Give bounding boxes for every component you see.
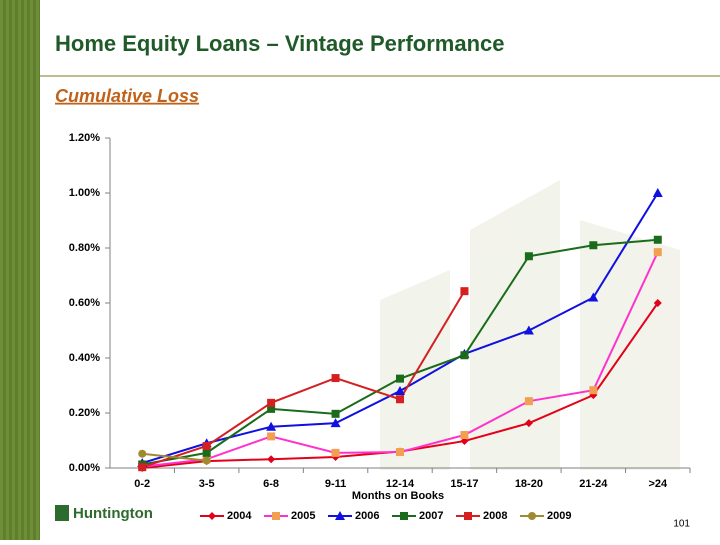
marker	[464, 512, 472, 520]
marker	[396, 448, 404, 457]
x-tick-label: 15-17	[450, 478, 478, 490]
marker	[138, 463, 147, 472]
marker	[653, 235, 662, 244]
marker	[523, 325, 534, 335]
marker	[202, 456, 211, 465]
marker	[400, 512, 408, 520]
marker	[588, 292, 599, 302]
marker	[524, 252, 533, 261]
marker	[395, 386, 405, 395]
y-tick-label: 0.60%	[69, 297, 100, 309]
x-tick-label: 9-11	[325, 478, 346, 490]
series-line	[142, 452, 207, 462]
x-tick-label: 12-14	[386, 478, 415, 490]
marker	[202, 442, 211, 450]
page-number: 101	[673, 519, 690, 530]
marker	[524, 397, 533, 406]
y-tick-label: 0.20%	[69, 407, 100, 419]
side-stripe	[0, 0, 40, 540]
marker	[208, 512, 216, 520]
marker	[653, 248, 662, 257]
x-axis-label: Months on Books	[352, 490, 444, 502]
marker	[653, 299, 662, 307]
marker	[335, 511, 345, 520]
x-tick-label: 18-20	[515, 478, 543, 490]
y-tick-label: 0.80%	[69, 242, 100, 254]
y-tick-label: 0.00%	[69, 462, 100, 474]
x-tick-label: 0-2	[134, 478, 150, 490]
logo-text: Huntington	[73, 505, 153, 522]
legend-label: 2008	[483, 510, 507, 522]
y-tick-label: 1.20%	[69, 132, 100, 144]
series-line	[141, 290, 466, 469]
marker	[331, 374, 340, 383]
legend-label: 2007	[419, 510, 443, 522]
legend-label: 2005	[291, 510, 315, 522]
marker	[266, 421, 277, 431]
x-tick-label: 3-5	[199, 478, 215, 490]
marker	[267, 432, 276, 441]
logo: Huntington	[55, 505, 153, 522]
marker	[267, 398, 276, 407]
marker	[267, 404, 276, 413]
marker	[272, 512, 280, 520]
marker	[589, 386, 598, 395]
marker	[267, 455, 276, 464]
marker	[331, 448, 340, 457]
marker	[396, 374, 404, 383]
marker	[460, 287, 469, 296]
legend-label: 2004	[227, 510, 252, 522]
marker	[589, 241, 598, 250]
x-tick-label: 6-8	[263, 478, 279, 490]
marker	[652, 188, 663, 197]
marker	[460, 437, 469, 446]
marker	[524, 419, 533, 428]
x-tick-label: 21-24	[579, 478, 608, 490]
marker	[396, 395, 404, 404]
y-tick-label: 1.00%	[69, 187, 100, 199]
watermark	[380, 180, 680, 470]
marker	[330, 418, 341, 428]
marker	[202, 448, 211, 457]
y-tick-label: 0.40%	[69, 352, 100, 364]
legend-label: 2006	[355, 510, 379, 522]
x-tick-label: >24	[648, 478, 668, 490]
slide-title: Home Equity Loans – Vintage Performance	[55, 31, 505, 56]
marker	[460, 351, 469, 360]
legend-label: 2009	[547, 510, 571, 522]
marker	[528, 512, 536, 520]
marker	[138, 449, 147, 458]
marker	[331, 409, 340, 418]
subtitle: Cumulative Loss	[55, 86, 199, 106]
marker	[460, 431, 469, 439]
